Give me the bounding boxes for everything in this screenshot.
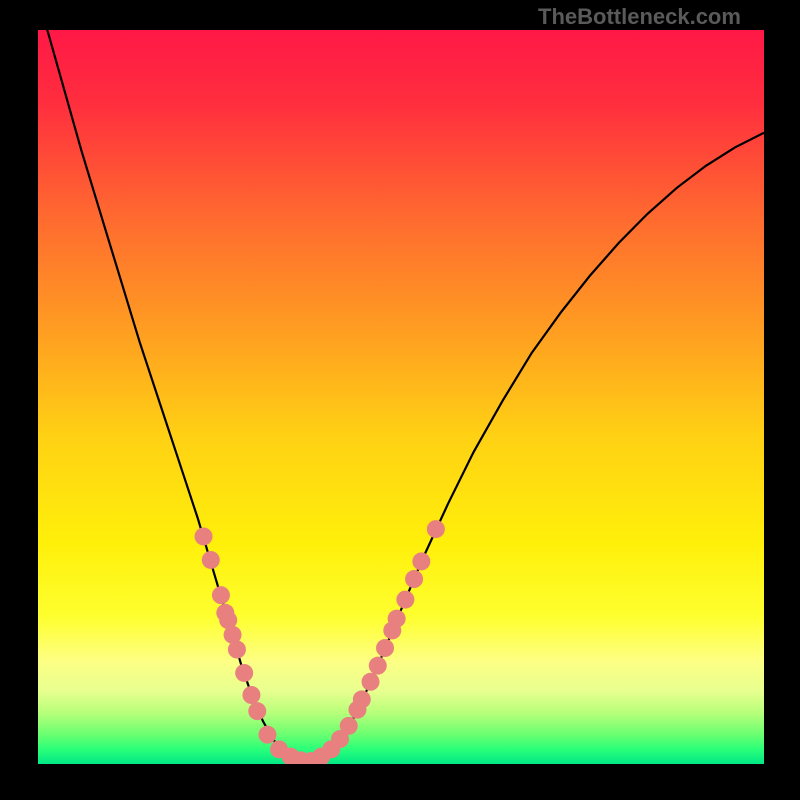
data-marker	[248, 702, 266, 720]
data-marker	[353, 690, 371, 708]
watermark-text: TheBottleneck.com	[538, 4, 741, 30]
data-marker	[405, 570, 423, 588]
data-marker	[427, 520, 445, 538]
data-marker	[202, 551, 220, 569]
data-marker	[195, 527, 213, 545]
data-marker	[362, 673, 380, 691]
data-marker	[258, 726, 276, 744]
data-marker	[369, 657, 387, 675]
data-marker	[242, 686, 260, 704]
data-marker	[212, 586, 230, 604]
chart-container: TheBottleneck.com	[0, 0, 800, 800]
data-marker	[235, 664, 253, 682]
data-marker	[228, 641, 246, 659]
data-marker	[376, 639, 394, 657]
chart-svg	[0, 0, 800, 800]
data-marker	[388, 610, 406, 628]
data-marker	[340, 717, 358, 735]
data-marker	[396, 591, 414, 609]
data-marker	[412, 552, 430, 570]
